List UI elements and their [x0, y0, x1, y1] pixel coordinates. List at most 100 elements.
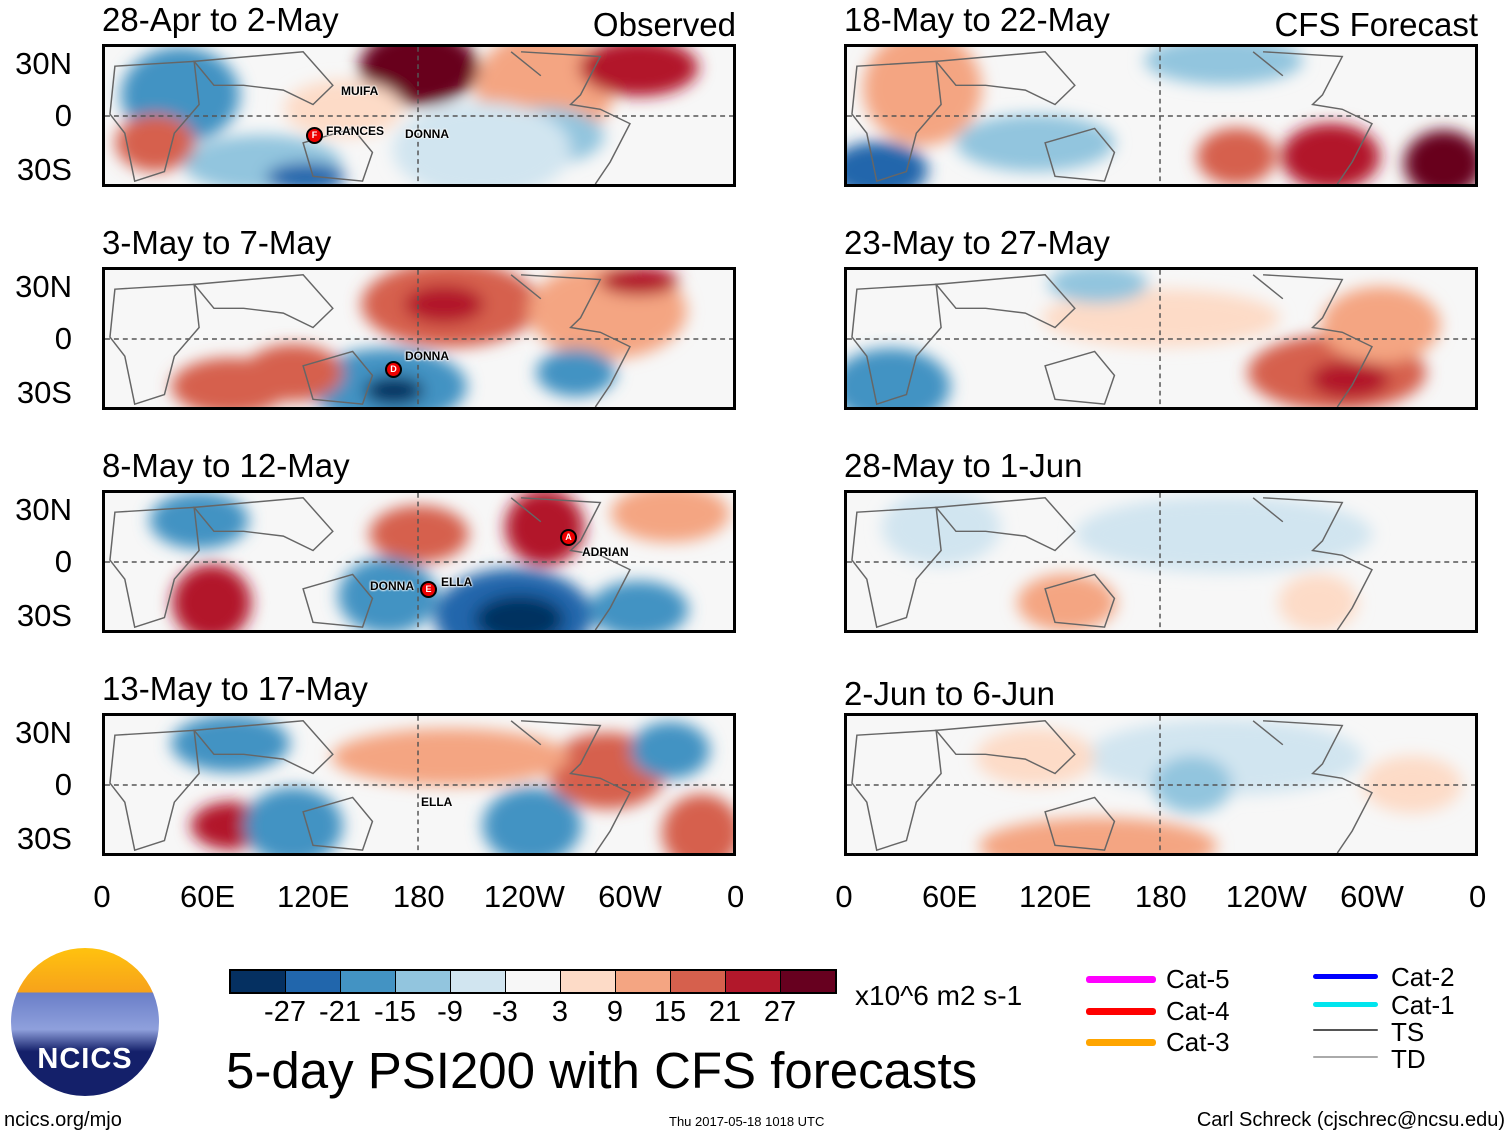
- anomaly-blob: [1048, 270, 1148, 303]
- anomaly-blob: [847, 348, 951, 407]
- anomaly-blob: [171, 357, 291, 407]
- footer-timestamp: Thu 2017-05-18 1018 UTC: [669, 1114, 825, 1129]
- colorbar-label: -9: [437, 996, 463, 1028]
- map-panel: [102, 267, 736, 410]
- coastline-asia: [192, 497, 334, 552]
- legend-line-cat-3: [1086, 1039, 1156, 1046]
- anomaly-blob: [579, 47, 699, 97]
- map-panel: [844, 490, 1478, 633]
- latitude-label: 30S: [16, 598, 72, 633]
- coastline-asia: [934, 720, 1076, 775]
- anomaly-blob: [364, 376, 424, 405]
- longitude-label: 180: [392, 879, 445, 914]
- map-panel: [102, 490, 736, 633]
- anomaly-blob: [881, 493, 1001, 566]
- anomaly-blob: [979, 817, 1218, 853]
- map-panel: [102, 44, 736, 187]
- latitude-label: 0: [54, 544, 72, 579]
- coastline-asia: [934, 51, 1076, 106]
- colorbar-swatch: [341, 971, 396, 992]
- longitude-label: 120W: [483, 879, 565, 914]
- coastline-africa: [109, 506, 200, 629]
- anomaly-blob: [504, 493, 585, 566]
- legend-label: TD: [1391, 1044, 1426, 1074]
- anomaly-blob: [1281, 123, 1381, 184]
- legend-label: Cat-3: [1166, 1027, 1230, 1057]
- latitude-label: 0: [54, 321, 72, 356]
- coastline-americas: [510, 274, 631, 407]
- colorbar-units: x10^6 m2 s-1: [855, 980, 1023, 1011]
- footer-url: ncics.org/mjo: [4, 1109, 122, 1131]
- coastline-australia: [302, 796, 374, 851]
- map-panel: [844, 267, 1478, 410]
- coastline-africa: [109, 729, 200, 852]
- main-title: 5-day PSI200 with CFS forecasts: [226, 1042, 978, 1099]
- colorbar-label: 9: [606, 996, 624, 1028]
- storm-label: MUIFA: [341, 84, 379, 98]
- anomaly-blob: [371, 47, 442, 89]
- colorbar-swatch: [451, 971, 506, 992]
- coastline-australia: [302, 573, 374, 628]
- coastline-africa: [851, 729, 942, 852]
- coastline-australia: [1044, 796, 1116, 851]
- longitude-label: 0: [835, 879, 853, 914]
- anomaly-blob: [331, 728, 570, 786]
- colorbar-swatch: [286, 971, 341, 992]
- anomaly-blob: [284, 79, 404, 138]
- colorbar-label: 21: [708, 996, 742, 1028]
- latitude-label: 30N: [15, 492, 72, 527]
- map-panel: [102, 713, 736, 856]
- colorbar-swatch: [726, 971, 781, 992]
- legend-line-ts: [1313, 1029, 1378, 1031]
- legend-label: Cat-1: [1391, 990, 1455, 1020]
- storm-marker-icon: F: [306, 127, 323, 144]
- coastline-americas: [1252, 51, 1373, 184]
- latitude-label: 30S: [16, 152, 72, 187]
- latitude-label: 30N: [15, 46, 72, 81]
- coastline-africa: [851, 283, 942, 406]
- legend-line-cat-2: [1313, 974, 1378, 979]
- colorbar-swatch: [396, 971, 451, 992]
- longitude-label: 60E: [922, 879, 978, 914]
- panel-title: 28-Apr to 2-May: [102, 1, 339, 38]
- longitude-label: 60W: [598, 879, 662, 914]
- longitude-label: 60E: [180, 879, 236, 914]
- coastline-asia: [192, 51, 334, 106]
- map-panel: [844, 44, 1478, 187]
- latitude-label: 30N: [15, 715, 72, 750]
- storm-marker-icon: D: [385, 361, 402, 378]
- anomaly-blob: [536, 348, 616, 397]
- longitude-label: 0: [93, 879, 111, 914]
- panel-title: 3-May to 7-May: [102, 224, 332, 261]
- colorbar-label: -21: [319, 996, 361, 1028]
- coastline-asia: [934, 274, 1076, 329]
- panel-title: 18-May to 22-May: [844, 1, 1110, 38]
- anomaly-blob: [1152, 755, 1233, 814]
- coastline-asia: [934, 497, 1076, 552]
- colorbar-label: -27: [264, 996, 306, 1028]
- legend-label: Cat-5: [1166, 964, 1230, 994]
- anomaly-blob: [1196, 127, 1276, 184]
- storm-marker-icon: E: [420, 581, 437, 598]
- panel-tag: Observed: [592, 6, 736, 43]
- anomaly-blob: [1278, 573, 1358, 630]
- coastline-australia: [302, 127, 374, 182]
- anomaly-blob: [1144, 47, 1304, 85]
- anomaly-blob: [149, 493, 249, 550]
- longitude-label: 0: [726, 879, 745, 914]
- colorbar-swatch: [506, 971, 561, 992]
- anomaly-blob: [847, 141, 928, 184]
- anomaly-blob: [243, 787, 343, 853]
- anomaly-blob: [266, 162, 346, 184]
- anomaly-blob: [404, 285, 484, 324]
- coastline-americas: [1252, 720, 1373, 853]
- legend-label: TS: [1391, 1017, 1425, 1047]
- storm-label: FRANCES: [326, 124, 385, 138]
- coastline-australia: [1044, 127, 1116, 182]
- longitude-label: 120W: [1225, 879, 1307, 914]
- longitude-label: 120E: [276, 879, 350, 914]
- anomaly-blob: [1017, 573, 1117, 630]
- anomaly-blob: [392, 101, 571, 184]
- coastline-americas: [510, 720, 631, 853]
